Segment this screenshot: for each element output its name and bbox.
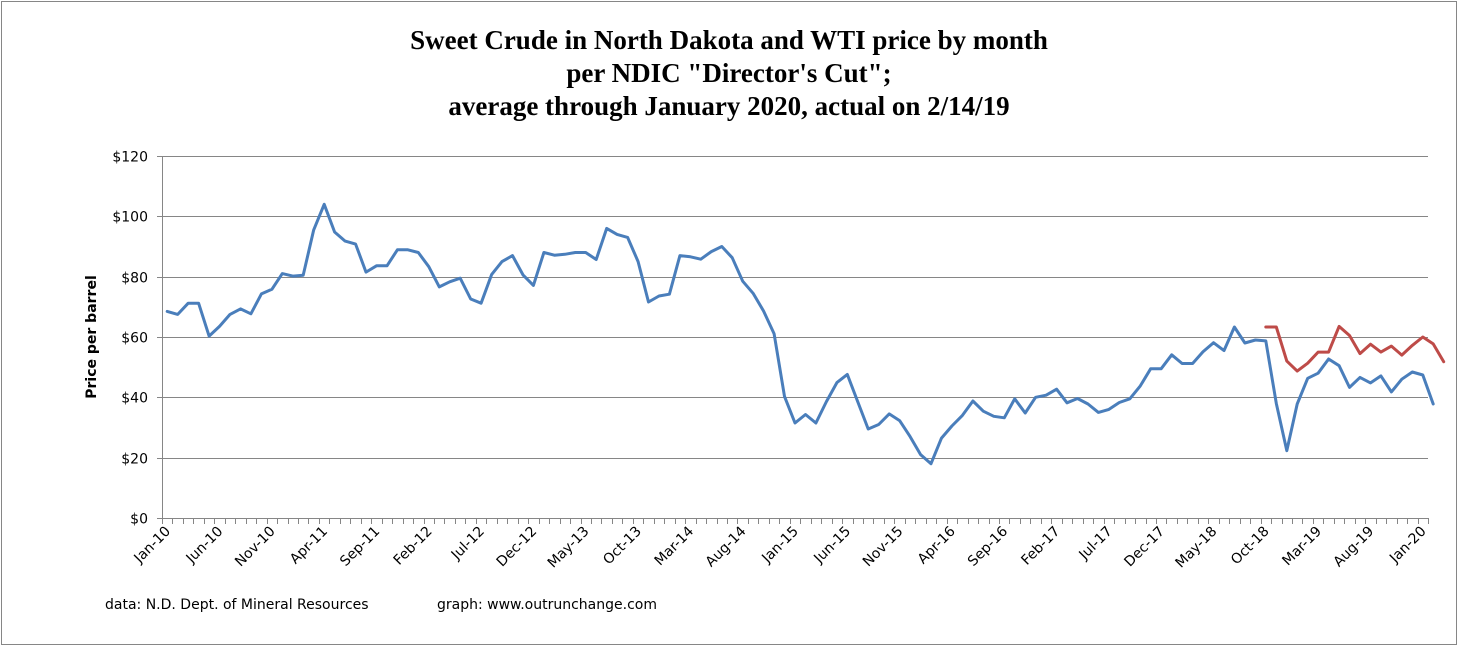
x-tick-label: Mar-14 — [652, 523, 698, 569]
series-line-nd-sweet-crude — [165, 202, 1435, 466]
y-tick-label: $80 — [121, 271, 148, 287]
x-tick-label: Oct-18 — [1228, 524, 1273, 569]
chart-title-line-2: per NDIC "Director's Cut"; — [566, 58, 892, 88]
x-tick-label: Feb-17 — [1018, 524, 1063, 569]
x-tick-label: Aug-19 — [1330, 524, 1377, 571]
x-axis — [162, 156, 1429, 524]
x-tick-label: Jun-15 — [810, 524, 854, 568]
x-tick-label: Jul-12 — [448, 524, 488, 564]
chart-title: Sweet Crude in North Dakota and WTI pric… — [0, 24, 1458, 123]
series-lines — [165, 202, 1446, 466]
y-axis-label: Price per barrel — [84, 275, 100, 399]
y-tick-label: $100 — [112, 210, 148, 226]
x-tick-label: Nov-10 — [232, 524, 279, 571]
x-tick-label: Dec-17 — [1121, 524, 1168, 571]
x-tick-label: Sep-11 — [337, 524, 383, 570]
x-tick-label: Jan-20 — [1386, 524, 1429, 567]
x-tick-label: May-18 — [1173, 524, 1221, 572]
x-tick-label: Dec-12 — [494, 524, 541, 571]
x-axis-tick-labels: Jan-10 Jun-10 Nov-10 Apr-11 Sep-11 Feb-12 Jul-… — [131, 523, 1430, 571]
x-tick-label: Sep-16 — [965, 523, 1011, 569]
x-tick-label: Jun-10 — [183, 524, 227, 568]
gridlines — [157, 156, 1428, 519]
chart-title-line-3: average through January 2020, actual on … — [448, 91, 1010, 121]
x-tick-label: Apr-16 — [915, 523, 959, 567]
x-tick-label: Apr-11 — [287, 524, 331, 568]
y-tick-label: $60 — [121, 331, 148, 347]
footer-credit: graph: www.outrunchange.com — [437, 597, 657, 613]
x-tick-label: Mar-19 — [1279, 524, 1325, 570]
x-tick-label: May-13 — [545, 524, 593, 572]
x-tick-label: Jan-15 — [758, 524, 801, 567]
y-tick-label: $0 — [130, 512, 148, 528]
x-tick-label: Jan-10 — [131, 524, 174, 567]
x-tick-label: Feb-12 — [391, 524, 436, 569]
x-tick-label: Nov-15 — [860, 524, 907, 571]
y-axis-tick-labels: $0 $20 $40 $60 $80 $100 $120 — [112, 150, 148, 528]
footer-source: data: N.D. Dept. of Mineral Resources — [105, 597, 369, 613]
x-tick-label: Oct-13 — [600, 524, 645, 569]
x-tick-label: Jul-17 — [1076, 524, 1116, 564]
series-line-wti — [1264, 324, 1446, 373]
y-tick-label: $20 — [121, 452, 148, 468]
y-tick-label: $40 — [121, 391, 148, 407]
y-tick-label: $120 — [112, 150, 148, 166]
chart-title-line-1: Sweet Crude in North Dakota and WTI pric… — [410, 25, 1048, 55]
x-tick-label: Aug-14 — [703, 523, 750, 570]
